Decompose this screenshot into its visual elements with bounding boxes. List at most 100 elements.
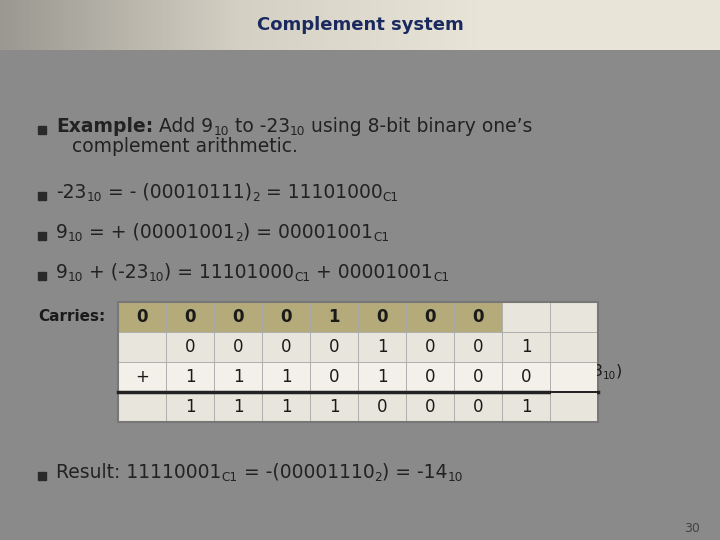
Text: 0: 0 [329, 368, 339, 386]
Text: using 8-bit binary one’s: using 8-bit binary one’s [305, 117, 533, 136]
Bar [310, 332, 358, 362]
Text: ) = -14: ) = -14 [382, 463, 448, 482]
Bar [166, 332, 214, 362]
Text: 0: 0 [425, 338, 436, 356]
Text: 1: 1 [233, 368, 243, 386]
Text: to -23: to -23 [229, 117, 290, 136]
Text: Example:: Example: [56, 117, 153, 136]
Text: = -(00001110: = -(00001110 [238, 463, 374, 482]
Text: 0: 0 [473, 368, 483, 386]
Bar [262, 302, 310, 332]
Text: +: + [135, 368, 149, 386]
Text: 10: 10 [213, 125, 229, 138]
Bar [358, 392, 406, 422]
Text: 0: 0 [233, 308, 244, 326]
Bar [262, 392, 310, 422]
Bar [406, 302, 454, 332]
Bar [310, 302, 358, 332]
Text: 10: 10 [86, 192, 102, 205]
Bar [214, 392, 262, 422]
Bar [502, 392, 550, 422]
Text: = + (00001001: = + (00001001 [84, 222, 235, 242]
Text: 0: 0 [473, 397, 483, 416]
Text: 10: 10 [580, 401, 593, 411]
Text: 1: 1 [233, 397, 243, 416]
Text: 0: 0 [233, 338, 243, 356]
Bar [358, 362, 406, 392]
Text: 0: 0 [377, 308, 388, 326]
Bar [310, 362, 358, 392]
Text: 2: 2 [235, 232, 243, 245]
Text: 1: 1 [328, 308, 340, 326]
Bar [502, 302, 550, 332]
Text: Carries:: Carries: [38, 309, 105, 324]
Text: C1: C1 [433, 272, 449, 285]
Bar [502, 362, 550, 392]
Text: 0: 0 [329, 338, 339, 356]
Bar [214, 302, 262, 332]
Bar [38, 471, 46, 480]
Text: Add 9: Add 9 [153, 117, 213, 136]
Bar [551, 393, 597, 421]
Bar [551, 363, 597, 390]
Bar [406, 392, 454, 422]
Text: Complement system: Complement system [256, 16, 464, 34]
Text: 30: 30 [684, 522, 700, 535]
Text: C1: C1 [294, 272, 310, 285]
Text: complement arithmetic.: complement arithmetic. [72, 137, 298, 156]
Bar [214, 362, 262, 392]
Text: C1: C1 [221, 471, 238, 484]
Text: ) = 11101000: ) = 11101000 [164, 262, 294, 282]
Text: C1: C1 [373, 232, 389, 245]
Bar [358, 302, 406, 332]
Text: 1: 1 [377, 368, 387, 386]
Text: 1: 1 [521, 338, 531, 356]
Text: = - (00010111): = - (00010111) [102, 183, 252, 201]
Bar [551, 333, 597, 361]
Text: 1: 1 [281, 368, 292, 386]
Bar [118, 302, 166, 332]
Text: 10: 10 [68, 272, 84, 285]
Bar [454, 332, 502, 362]
Text: + (-23: + (-23 [554, 363, 603, 379]
Text: 1: 1 [281, 397, 292, 416]
Text: 0: 0 [472, 308, 484, 326]
Text: 0: 0 [281, 338, 292, 356]
Bar [166, 392, 214, 422]
Bar [550, 332, 598, 362]
Bar [118, 392, 166, 422]
Bar [406, 332, 454, 362]
Text: 9: 9 [56, 222, 68, 242]
Bar [38, 232, 46, 240]
Text: 0: 0 [136, 308, 148, 326]
Text: C1: C1 [382, 192, 398, 205]
Bar [550, 302, 598, 332]
Text: 0: 0 [280, 308, 292, 326]
Text: 10: 10 [448, 471, 463, 484]
Text: -23: -23 [56, 183, 86, 201]
Text: 0: 0 [425, 368, 436, 386]
Text: 10: 10 [149, 272, 164, 285]
Text: 0: 0 [424, 308, 436, 326]
Text: 0: 0 [184, 308, 196, 326]
Text: 0: 0 [521, 368, 531, 386]
Bar [310, 392, 358, 422]
Bar [502, 332, 550, 362]
Text: 10: 10 [68, 232, 84, 245]
Text: 1: 1 [329, 397, 339, 416]
Bar [118, 302, 598, 422]
Text: = 11101000: = 11101000 [259, 183, 382, 201]
Text: 0: 0 [425, 397, 436, 416]
Text: 1: 1 [377, 338, 387, 356]
Bar [38, 126, 46, 134]
Bar [454, 362, 502, 392]
Text: Result: 11110001: Result: 11110001 [56, 463, 221, 482]
Text: + (-23: + (-23 [84, 262, 149, 282]
Text: 10: 10 [290, 125, 305, 138]
Bar [118, 332, 166, 362]
Bar [406, 362, 454, 392]
Text: 10: 10 [603, 371, 616, 381]
Bar [454, 392, 502, 422]
Text: ) = 00001001: ) = 00001001 [243, 222, 373, 242]
Bar [118, 362, 166, 392]
